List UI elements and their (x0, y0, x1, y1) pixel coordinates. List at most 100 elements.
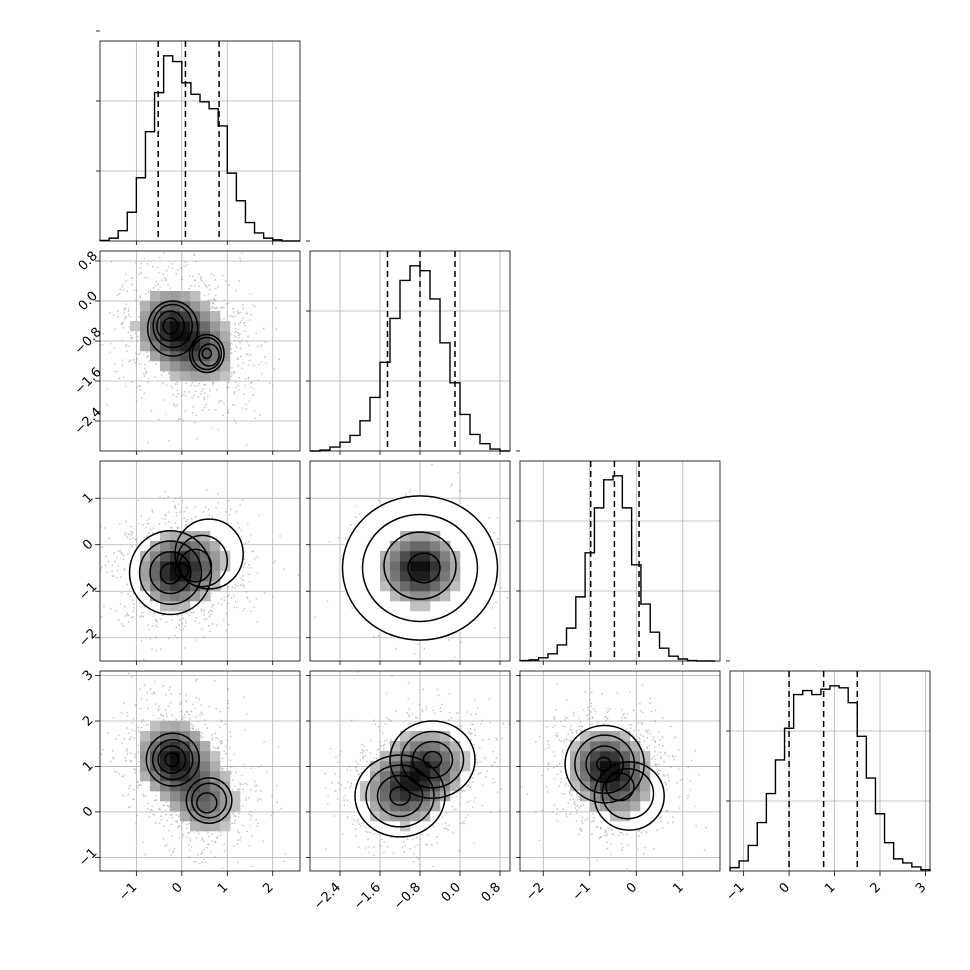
density-cell (180, 531, 191, 542)
density-cell (440, 581, 451, 592)
density-cell (200, 301, 211, 312)
density-cell (160, 791, 171, 802)
density-cell (190, 351, 201, 362)
density-cell (400, 551, 411, 562)
density-cell (380, 751, 391, 762)
contour-level-3 (605, 772, 635, 802)
density-cell (160, 771, 171, 782)
density-cell (390, 761, 401, 772)
density-cell (160, 591, 171, 602)
density-cell (420, 801, 431, 812)
density-cell (380, 791, 391, 802)
density-cell (440, 591, 451, 602)
contour-level-2 (138, 540, 203, 606)
density-cell (150, 541, 161, 552)
density-cell (180, 551, 191, 562)
density-cell (390, 541, 401, 552)
density-cell (430, 571, 441, 582)
density-cell (380, 581, 391, 592)
density-cell (140, 771, 151, 782)
x-tick-label-2-4: 0.0 (439, 880, 464, 905)
density-cell (170, 341, 181, 352)
density-cell (380, 761, 391, 772)
density-content (100, 461, 300, 661)
density-content (310, 461, 510, 661)
x-tick-label-4-1: −1 (723, 880, 747, 904)
y-tick-label-3-1: −2 (76, 626, 100, 650)
density-cell (430, 531, 441, 542)
panel-frame (729, 670, 931, 872)
contour-level-4 (201, 347, 213, 360)
density-cell (170, 801, 181, 812)
density-cell (160, 361, 171, 372)
density-cell (370, 801, 381, 812)
density-cell (410, 811, 421, 822)
density-cell (180, 331, 191, 342)
density-cell (460, 761, 471, 772)
density-cell (190, 771, 201, 782)
x-tick-label-3-1: −2 (523, 880, 547, 904)
density-cell (180, 541, 191, 552)
density-cell (440, 551, 451, 562)
x-tick-label-3-2: −1 (570, 880, 594, 904)
density-cell (410, 601, 421, 612)
contour-level-3 (178, 548, 213, 583)
density-cell (200, 751, 211, 762)
density-cell (390, 751, 401, 762)
density-cell (180, 301, 191, 312)
density-cell (600, 771, 611, 782)
density-cell (170, 581, 181, 592)
density-cell (170, 331, 181, 342)
contour-level-4 (164, 752, 180, 768)
density-cell (150, 341, 161, 352)
density-cell (180, 811, 191, 822)
density-cell (220, 341, 231, 352)
density-cell (180, 361, 191, 372)
density-cell (200, 311, 211, 322)
density-cell (170, 321, 181, 332)
density-cell (200, 801, 211, 812)
y-tick-label-4-5: 3 (80, 668, 96, 684)
contour-level-3 (376, 774, 424, 818)
density-cell (160, 331, 171, 342)
contour-level-4 (174, 562, 190, 579)
density-cell (440, 731, 451, 742)
density-cell (220, 781, 231, 792)
density-cell (420, 571, 431, 582)
density-cell (210, 311, 221, 322)
density-cell (170, 591, 181, 602)
density-cell (410, 781, 421, 792)
density-cell (570, 741, 581, 752)
y-tick-label-2-5: 0.8 (76, 249, 101, 274)
density-cell (440, 561, 451, 572)
contour-level-4 (389, 786, 411, 806)
density-cell (190, 751, 201, 762)
density-cell (630, 741, 641, 752)
density-cell (440, 541, 451, 552)
density-cell (210, 771, 221, 782)
density-cell (610, 741, 621, 752)
density-cell (600, 781, 611, 792)
density-cell (140, 301, 151, 312)
density-cell (150, 741, 161, 752)
density-cell (180, 781, 191, 792)
density-cell (580, 791, 591, 802)
density-cell (200, 781, 211, 792)
density-cell (200, 541, 211, 552)
contour-level-1 (341, 495, 499, 641)
density-cell (420, 791, 431, 802)
histogram-steps (99, 55, 300, 242)
density-cell (140, 741, 151, 752)
density-cell (230, 791, 241, 802)
density-cell (190, 361, 201, 372)
density-cell (150, 291, 161, 302)
y-tick-label-4-2: 0 (80, 804, 96, 820)
density-cell (180, 741, 191, 752)
contour-level-3 (149, 550, 192, 595)
density-cell (140, 731, 151, 742)
density-cell (170, 571, 181, 582)
density-cell (630, 791, 641, 802)
density-cell (460, 751, 471, 762)
density-cell (220, 771, 231, 782)
